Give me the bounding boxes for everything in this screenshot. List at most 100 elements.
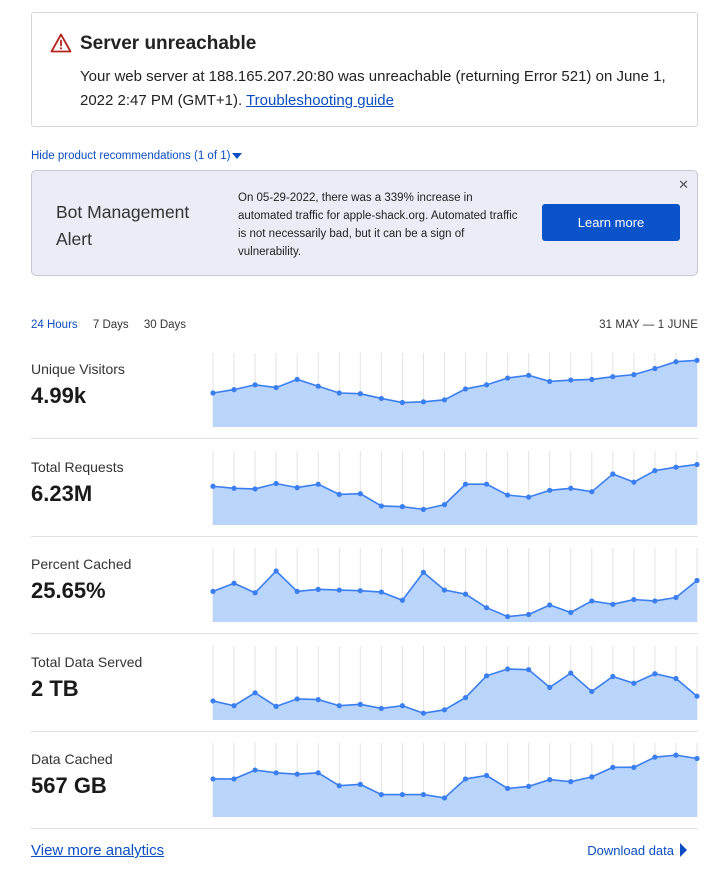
series-line xyxy=(212,569,698,618)
data-point xyxy=(231,580,237,586)
data-point xyxy=(210,588,216,594)
data-point xyxy=(336,390,342,396)
data-point xyxy=(210,483,216,489)
data-point xyxy=(462,481,469,487)
data-point xyxy=(420,399,427,405)
data-point xyxy=(315,383,321,389)
data-point xyxy=(294,771,300,777)
data-point xyxy=(673,359,679,365)
data-point xyxy=(673,464,679,470)
data-point xyxy=(462,694,469,701)
data-point xyxy=(547,684,553,690)
data-point xyxy=(294,696,300,702)
metric-value: 2 TB xyxy=(31,676,79,701)
data-point xyxy=(483,605,490,611)
data-point xyxy=(568,485,574,491)
data-point xyxy=(589,688,595,695)
data-point xyxy=(378,705,384,712)
series-line xyxy=(213,754,698,799)
data-point xyxy=(357,781,363,787)
data-point xyxy=(589,489,595,495)
data-point xyxy=(610,374,616,380)
data-point xyxy=(336,587,342,593)
area-fill xyxy=(213,669,697,720)
data-point xyxy=(694,693,700,699)
data-point xyxy=(526,372,532,378)
tab-30-days[interactable]: 30 Days xyxy=(143,319,187,331)
data-point xyxy=(231,387,237,393)
alert-message-text: Your web server at 188.165.207.20:80 was… xyxy=(80,68,666,109)
data-point xyxy=(231,776,237,782)
data-point xyxy=(505,492,511,498)
data-point xyxy=(252,690,258,696)
metric-total-data-served: Total Data Served 2 TB xyxy=(31,634,700,732)
learn-more-button[interactable]: Learn more xyxy=(542,204,680,241)
data-point xyxy=(378,503,384,509)
tab-24-hours[interactable]: 24 Hours xyxy=(31,319,78,331)
metric-label: Total Data Served xyxy=(31,654,143,670)
data-point xyxy=(399,399,405,406)
data-point xyxy=(547,602,553,608)
data-point xyxy=(357,588,363,594)
metric-label: Data Cached xyxy=(31,751,113,767)
data-point xyxy=(483,772,490,779)
metric-unique-visitors: Unique Visitors 4.99k xyxy=(31,341,700,439)
data-point xyxy=(505,613,511,620)
data-point xyxy=(631,479,637,485)
data-point xyxy=(652,671,658,677)
download-data-button[interactable]: Download data xyxy=(587,843,687,858)
sparkline-chart xyxy=(210,646,700,720)
metric-data-cached: Data Cached 567 GB xyxy=(31,731,700,829)
data-point xyxy=(526,667,532,673)
alert-message: Your web server at 188.165.207.20:80 was… xyxy=(80,65,680,113)
series-line xyxy=(212,359,698,404)
bot-management-card: Bot Management Alert On 05-29-2022, ther… xyxy=(31,170,698,276)
data-point xyxy=(462,386,469,392)
hide-recommendations-toggle[interactable]: Hide product recommendations (1 of 1) xyxy=(31,150,243,162)
area-fill xyxy=(213,360,697,427)
metric-value: 6.23M xyxy=(31,481,93,506)
metric-total-requests: Total Requests 6.23M xyxy=(31,439,700,537)
data-point xyxy=(357,491,363,497)
reco-card-title: Bot Management Alert xyxy=(56,202,190,249)
data-point xyxy=(441,707,448,713)
data-point xyxy=(399,791,405,798)
alert-title: Server unreachable xyxy=(80,33,257,54)
data-point xyxy=(694,577,700,584)
tab-7-days[interactable]: 7 Days xyxy=(92,319,129,331)
troubleshooting-guide-link[interactable]: Troubleshooting guide xyxy=(246,92,394,109)
data-point xyxy=(294,588,300,594)
view-more-analytics-link[interactable]: View more analytics xyxy=(31,842,165,859)
data-point xyxy=(568,779,574,785)
area-fill xyxy=(213,755,697,817)
data-point xyxy=(673,752,679,758)
data-point xyxy=(420,791,427,798)
data-point xyxy=(694,357,700,363)
data-point xyxy=(252,767,258,773)
close-icon[interactable]: ✕ xyxy=(678,177,689,192)
data-point xyxy=(462,776,469,782)
data-point xyxy=(210,390,216,396)
time-range-tabs: 24 Hours 7 Days 30 Days xyxy=(31,319,198,331)
data-point xyxy=(273,384,279,391)
data-point xyxy=(631,680,637,686)
chevron-right-icon xyxy=(680,843,687,857)
data-point xyxy=(589,598,595,604)
data-point xyxy=(210,776,216,782)
toggle-label: Hide product recommendations (1 of 1) xyxy=(31,150,231,162)
data-point xyxy=(336,491,342,497)
data-point xyxy=(336,703,342,709)
metric-label: Percent Cached xyxy=(31,556,132,572)
sparkline-chart xyxy=(210,548,700,622)
data-point xyxy=(652,365,658,372)
data-point xyxy=(420,569,427,575)
metric-value: 4.99k xyxy=(31,383,87,408)
data-point xyxy=(673,594,679,601)
sparkline-chart xyxy=(210,743,700,817)
data-point xyxy=(610,471,616,477)
series-line xyxy=(212,668,698,715)
data-point xyxy=(505,785,511,792)
data-point xyxy=(441,397,448,403)
sparkline-chart xyxy=(210,451,700,525)
data-point xyxy=(631,372,637,378)
